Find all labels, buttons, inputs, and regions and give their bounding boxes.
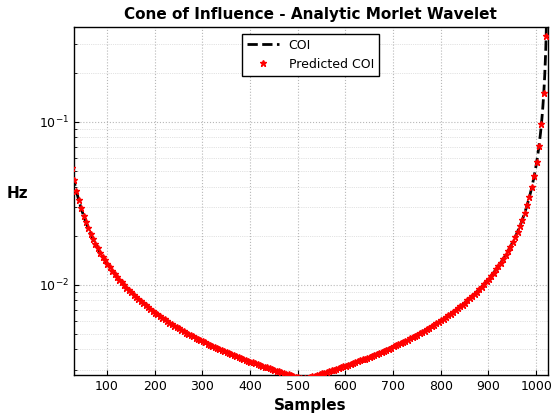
COI bbox=[66, 150, 73, 155]
Predicted COI bbox=[300, 376, 306, 381]
Predicted COI bbox=[354, 359, 361, 364]
Line: COI: COI bbox=[60, 0, 548, 379]
COI bbox=[446, 312, 453, 317]
COI bbox=[300, 376, 307, 381]
COI bbox=[214, 346, 221, 351]
Title: Cone of Influence - Analytic Morlet Wavelet: Cone of Influence - Analytic Morlet Wave… bbox=[124, 7, 497, 22]
Predicted COI bbox=[543, 33, 549, 38]
Predicted COI bbox=[326, 369, 333, 374]
Line: Predicted COI: Predicted COI bbox=[56, 0, 549, 382]
COI bbox=[246, 359, 253, 364]
Y-axis label: Hz: Hz bbox=[7, 186, 29, 201]
Legend: COI, Predicted COI: COI, Predicted COI bbox=[242, 34, 379, 76]
Predicted COI bbox=[118, 280, 125, 285]
Predicted COI bbox=[364, 355, 371, 360]
COI bbox=[472, 291, 479, 296]
COI bbox=[293, 374, 300, 379]
X-axis label: Samples: Samples bbox=[274, 398, 347, 413]
Predicted COI bbox=[502, 252, 509, 257]
Predicted COI bbox=[388, 345, 395, 350]
